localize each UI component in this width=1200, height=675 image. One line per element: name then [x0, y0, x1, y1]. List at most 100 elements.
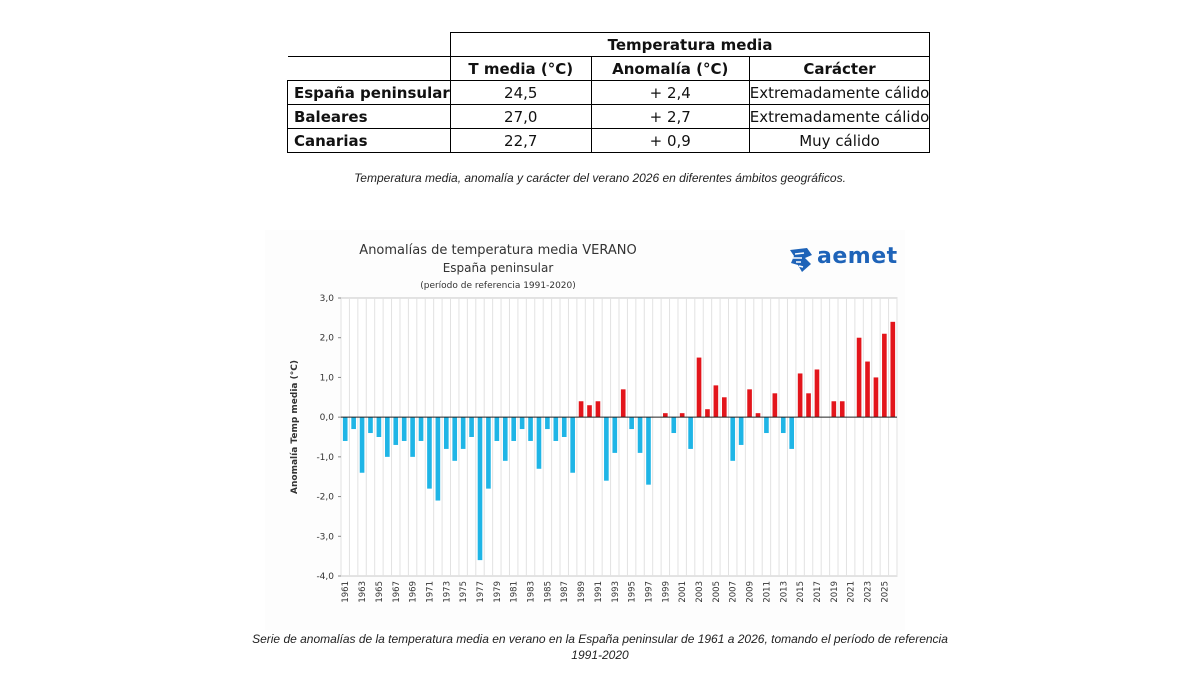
table-corner — [287, 56, 451, 81]
row-region: Baleares — [287, 104, 451, 129]
bar-1961 — [342, 417, 348, 441]
x-tick-label: 1985 — [543, 581, 553, 603]
x-tick-label: 1991 — [594, 581, 604, 603]
row-region: Canarias — [287, 128, 451, 153]
x-tick-label: 1987 — [560, 581, 570, 603]
x-tick-label: 1989 — [577, 581, 587, 603]
x-tick-label: 1999 — [661, 581, 671, 603]
x-tick-label: 2021 — [847, 581, 857, 603]
column-header-caracter: Carácter — [748, 56, 931, 81]
bar-2004 — [705, 409, 710, 418]
bar-2008 — [738, 417, 744, 445]
bar-1986 — [553, 417, 559, 441]
bar-2017 — [814, 369, 820, 418]
bar-2000 — [671, 417, 677, 434]
bar-1970 — [418, 417, 424, 441]
y-tick-label: 2,0 — [320, 334, 335, 344]
y-tick-label: 1,0 — [320, 373, 335, 383]
bar-2007 — [730, 417, 736, 461]
bar-1973 — [443, 417, 449, 449]
bar-1979 — [494, 417, 500, 441]
bar-1964 — [368, 417, 373, 434]
x-tick-label: 2017 — [813, 581, 823, 603]
x-tick-label: 1973 — [442, 581, 452, 603]
cell-caracter: Extremadamente cálido — [748, 80, 931, 105]
y-tick-label: -2,0 — [316, 493, 334, 503]
bar-1968 — [401, 417, 407, 441]
y-tick-label: -3,0 — [316, 532, 334, 542]
x-tick-label: 1971 — [425, 581, 435, 603]
bar-1972 — [435, 417, 441, 501]
bar-2024 — [873, 377, 879, 418]
bar-1989 — [578, 401, 584, 418]
cell-anomalia: + 2,4 — [590, 80, 750, 105]
bar-1980 — [502, 417, 508, 461]
bar-1995 — [629, 417, 634, 430]
y-tick-label: -4,0 — [316, 572, 334, 582]
bar-2003 — [696, 357, 702, 418]
aemet-logo: aemet — [787, 243, 897, 275]
x-tick-label: 2005 — [712, 581, 722, 603]
bar-2014 — [789, 417, 795, 449]
y-tick-label: 0,0 — [320, 413, 335, 423]
bar-1975 — [460, 417, 466, 449]
bar-2020 — [839, 401, 845, 418]
bar-1971 — [427, 417, 432, 489]
bar-1999 — [663, 413, 668, 418]
x-tick-label: 2001 — [678, 581, 688, 603]
bar-1969 — [410, 417, 415, 457]
bar-2019 — [831, 401, 837, 418]
bar-2010 — [755, 413, 761, 418]
chart-title: Anomalías de temperatura media VERANO — [359, 243, 636, 258]
table-caption: Temperatura media, anomalía y carácter d… — [354, 171, 846, 185]
cell-caracter: Extremadamente cálido — [748, 104, 931, 129]
column-header-anomalia: Anomalía (°C) — [590, 56, 750, 81]
bar-1994 — [620, 389, 626, 418]
cell-anomalia: + 0,9 — [590, 128, 750, 153]
anomaly-chart-panel: Anomalías de temperatura media VERANO Es… — [265, 230, 905, 630]
x-tick-label: 1995 — [628, 581, 638, 603]
x-tick-label: 1969 — [409, 581, 419, 603]
x-tick-label: 2011 — [762, 581, 772, 603]
x-tick-label: 1975 — [459, 581, 469, 603]
axis-layer: -4,0 -3,0 -2,0 -1,0 0,0 1,0 2,0 3,0 1961 1963 1965… — [316, 294, 897, 603]
bar-2026 — [890, 321, 896, 418]
bar-1997 — [646, 417, 651, 485]
bar-1992 — [604, 417, 609, 481]
x-tick-label: 2003 — [695, 581, 705, 603]
bar-1988 — [570, 417, 575, 473]
bar-layer — [342, 321, 896, 561]
bar-2011 — [764, 417, 769, 434]
y-tick-label: -1,0 — [316, 453, 334, 463]
bar-1965 — [376, 417, 382, 437]
bar-2005 — [713, 385, 719, 418]
bar-1985 — [545, 417, 550, 430]
x-tick-label: 1983 — [527, 581, 537, 603]
cell-t-media: 22,7 — [449, 128, 592, 153]
bar-2023 — [865, 361, 870, 418]
table-corner — [287, 32, 451, 57]
cell-t-media: 24,5 — [449, 80, 592, 105]
y-axis-label: Anomalía Temp media (°C) — [290, 360, 300, 494]
cell-anomalia: + 2,7 — [590, 104, 750, 129]
bar-2016 — [806, 393, 811, 418]
bar-1978 — [486, 417, 491, 489]
x-tick-label: 2009 — [746, 581, 756, 603]
bar-1976 — [469, 417, 474, 437]
x-tick-label: 2015 — [796, 581, 806, 603]
bar-2025 — [882, 333, 887, 418]
x-tick-label: 2007 — [729, 581, 739, 603]
bar-1981 — [511, 417, 517, 441]
x-tick-label: 1981 — [510, 581, 520, 603]
table-row: España peninsular 24,5 + 2,4 Extremadame… — [287, 80, 931, 105]
y-tick-label: 3,0 — [320, 294, 335, 304]
bar-2022 — [856, 337, 862, 418]
chart-note: (período de referencia 1991-2020) — [420, 281, 576, 291]
x-tick-label: 1997 — [644, 581, 654, 603]
cell-caracter: Muy cálido — [748, 128, 931, 153]
bar-2001 — [679, 413, 685, 418]
bar-2015 — [797, 373, 803, 418]
x-tick-label: 2025 — [880, 581, 890, 603]
bar-1977 — [477, 417, 483, 561]
x-tick-label: 1977 — [476, 581, 486, 603]
